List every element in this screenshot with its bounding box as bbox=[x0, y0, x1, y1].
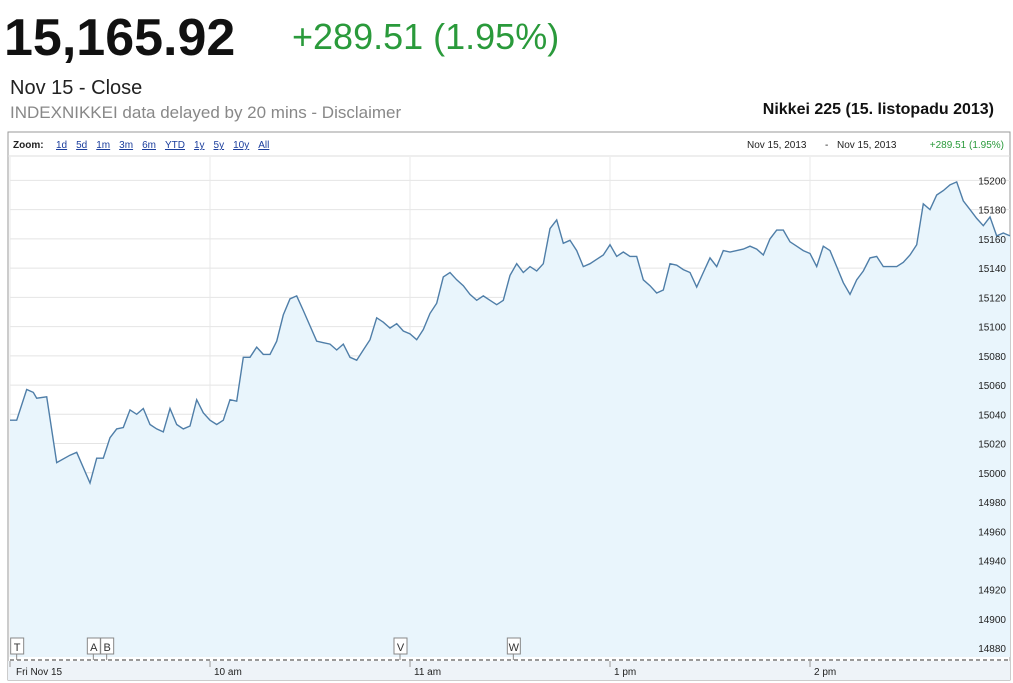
chart-title: Nikkei 225 (15. listopadu 2013) bbox=[763, 101, 994, 118]
zoom-option[interactable]: 10y bbox=[233, 140, 249, 151]
zoom-option[interactable]: All bbox=[258, 140, 269, 151]
zoom-option[interactable]: 5d bbox=[76, 140, 87, 151]
flag[interactable] bbox=[393, 637, 408, 655]
flag[interactable] bbox=[506, 637, 521, 655]
y-tick-label: 15000 bbox=[978, 469, 1006, 480]
y-tick-label: 14960 bbox=[978, 527, 1006, 538]
flag[interactable] bbox=[10, 637, 25, 655]
range-from: Nov 15, 2013 bbox=[747, 140, 807, 151]
y-tick-label: 15040 bbox=[978, 410, 1006, 421]
y-tick-label: 14920 bbox=[978, 586, 1006, 597]
range-change: +289.51 (1.95%) bbox=[930, 140, 1004, 151]
flag-label: B bbox=[103, 642, 110, 654]
x-tick-label: Fri Nov 15 bbox=[16, 667, 63, 678]
y-tick-label: 15120 bbox=[978, 293, 1006, 304]
flag-label: T bbox=[14, 642, 21, 654]
y-tick-label: 15100 bbox=[978, 323, 1006, 334]
zoom-option[interactable]: 5y bbox=[214, 140, 225, 151]
zoom-option[interactable]: 1d bbox=[56, 140, 67, 151]
source: INDEXNIKKEI data delayed by 20 mins - Di… bbox=[10, 103, 401, 122]
zoom-option[interactable]: 3m bbox=[119, 140, 133, 151]
range-to: Nov 15, 2013 bbox=[837, 140, 897, 151]
x-tick-label: 10 am bbox=[214, 667, 242, 678]
price-change: +289.51 (1.95%) bbox=[292, 16, 559, 57]
flag[interactable] bbox=[100, 637, 115, 655]
y-tick-label: 15180 bbox=[978, 206, 1006, 217]
area-fill bbox=[10, 181, 1010, 657]
x-axis-strip bbox=[8, 661, 1010, 680]
y-tick-label: 14940 bbox=[978, 557, 1006, 568]
zoom-option[interactable]: 1y bbox=[194, 140, 205, 151]
flag-label: V bbox=[397, 642, 405, 654]
y-tick-label: 15060 bbox=[978, 381, 1006, 392]
x-tick-label: 1 pm bbox=[614, 667, 636, 678]
zoom-option[interactable]: 6m bbox=[142, 140, 156, 151]
status: Nov 15 - Close bbox=[10, 77, 142, 99]
zoom-option[interactable]: YTD bbox=[165, 140, 185, 151]
y-tick-label: 15160 bbox=[978, 235, 1006, 246]
y-tick-label: 15200 bbox=[978, 176, 1006, 187]
y-tick-label: 15140 bbox=[978, 264, 1006, 275]
price: 15,165.92 bbox=[4, 9, 235, 67]
x-tick-label: 2 pm bbox=[814, 667, 836, 678]
y-tick-label: 14900 bbox=[978, 615, 1006, 626]
price-line bbox=[10, 180, 1011, 486]
flag-label: W bbox=[509, 642, 520, 654]
zoom-option[interactable]: 1m bbox=[96, 140, 110, 151]
y-tick-label: 14980 bbox=[978, 498, 1006, 509]
range-separator: - bbox=[825, 140, 828, 151]
y-tick-label: 15080 bbox=[978, 352, 1006, 363]
x-tick-label: 11 am bbox=[414, 667, 441, 678]
zoom-label: Zoom: bbox=[13, 140, 44, 151]
y-tick-label: 14880 bbox=[978, 644, 1006, 655]
flag-label: A bbox=[90, 642, 98, 654]
y-tick-label: 15020 bbox=[978, 440, 1006, 451]
